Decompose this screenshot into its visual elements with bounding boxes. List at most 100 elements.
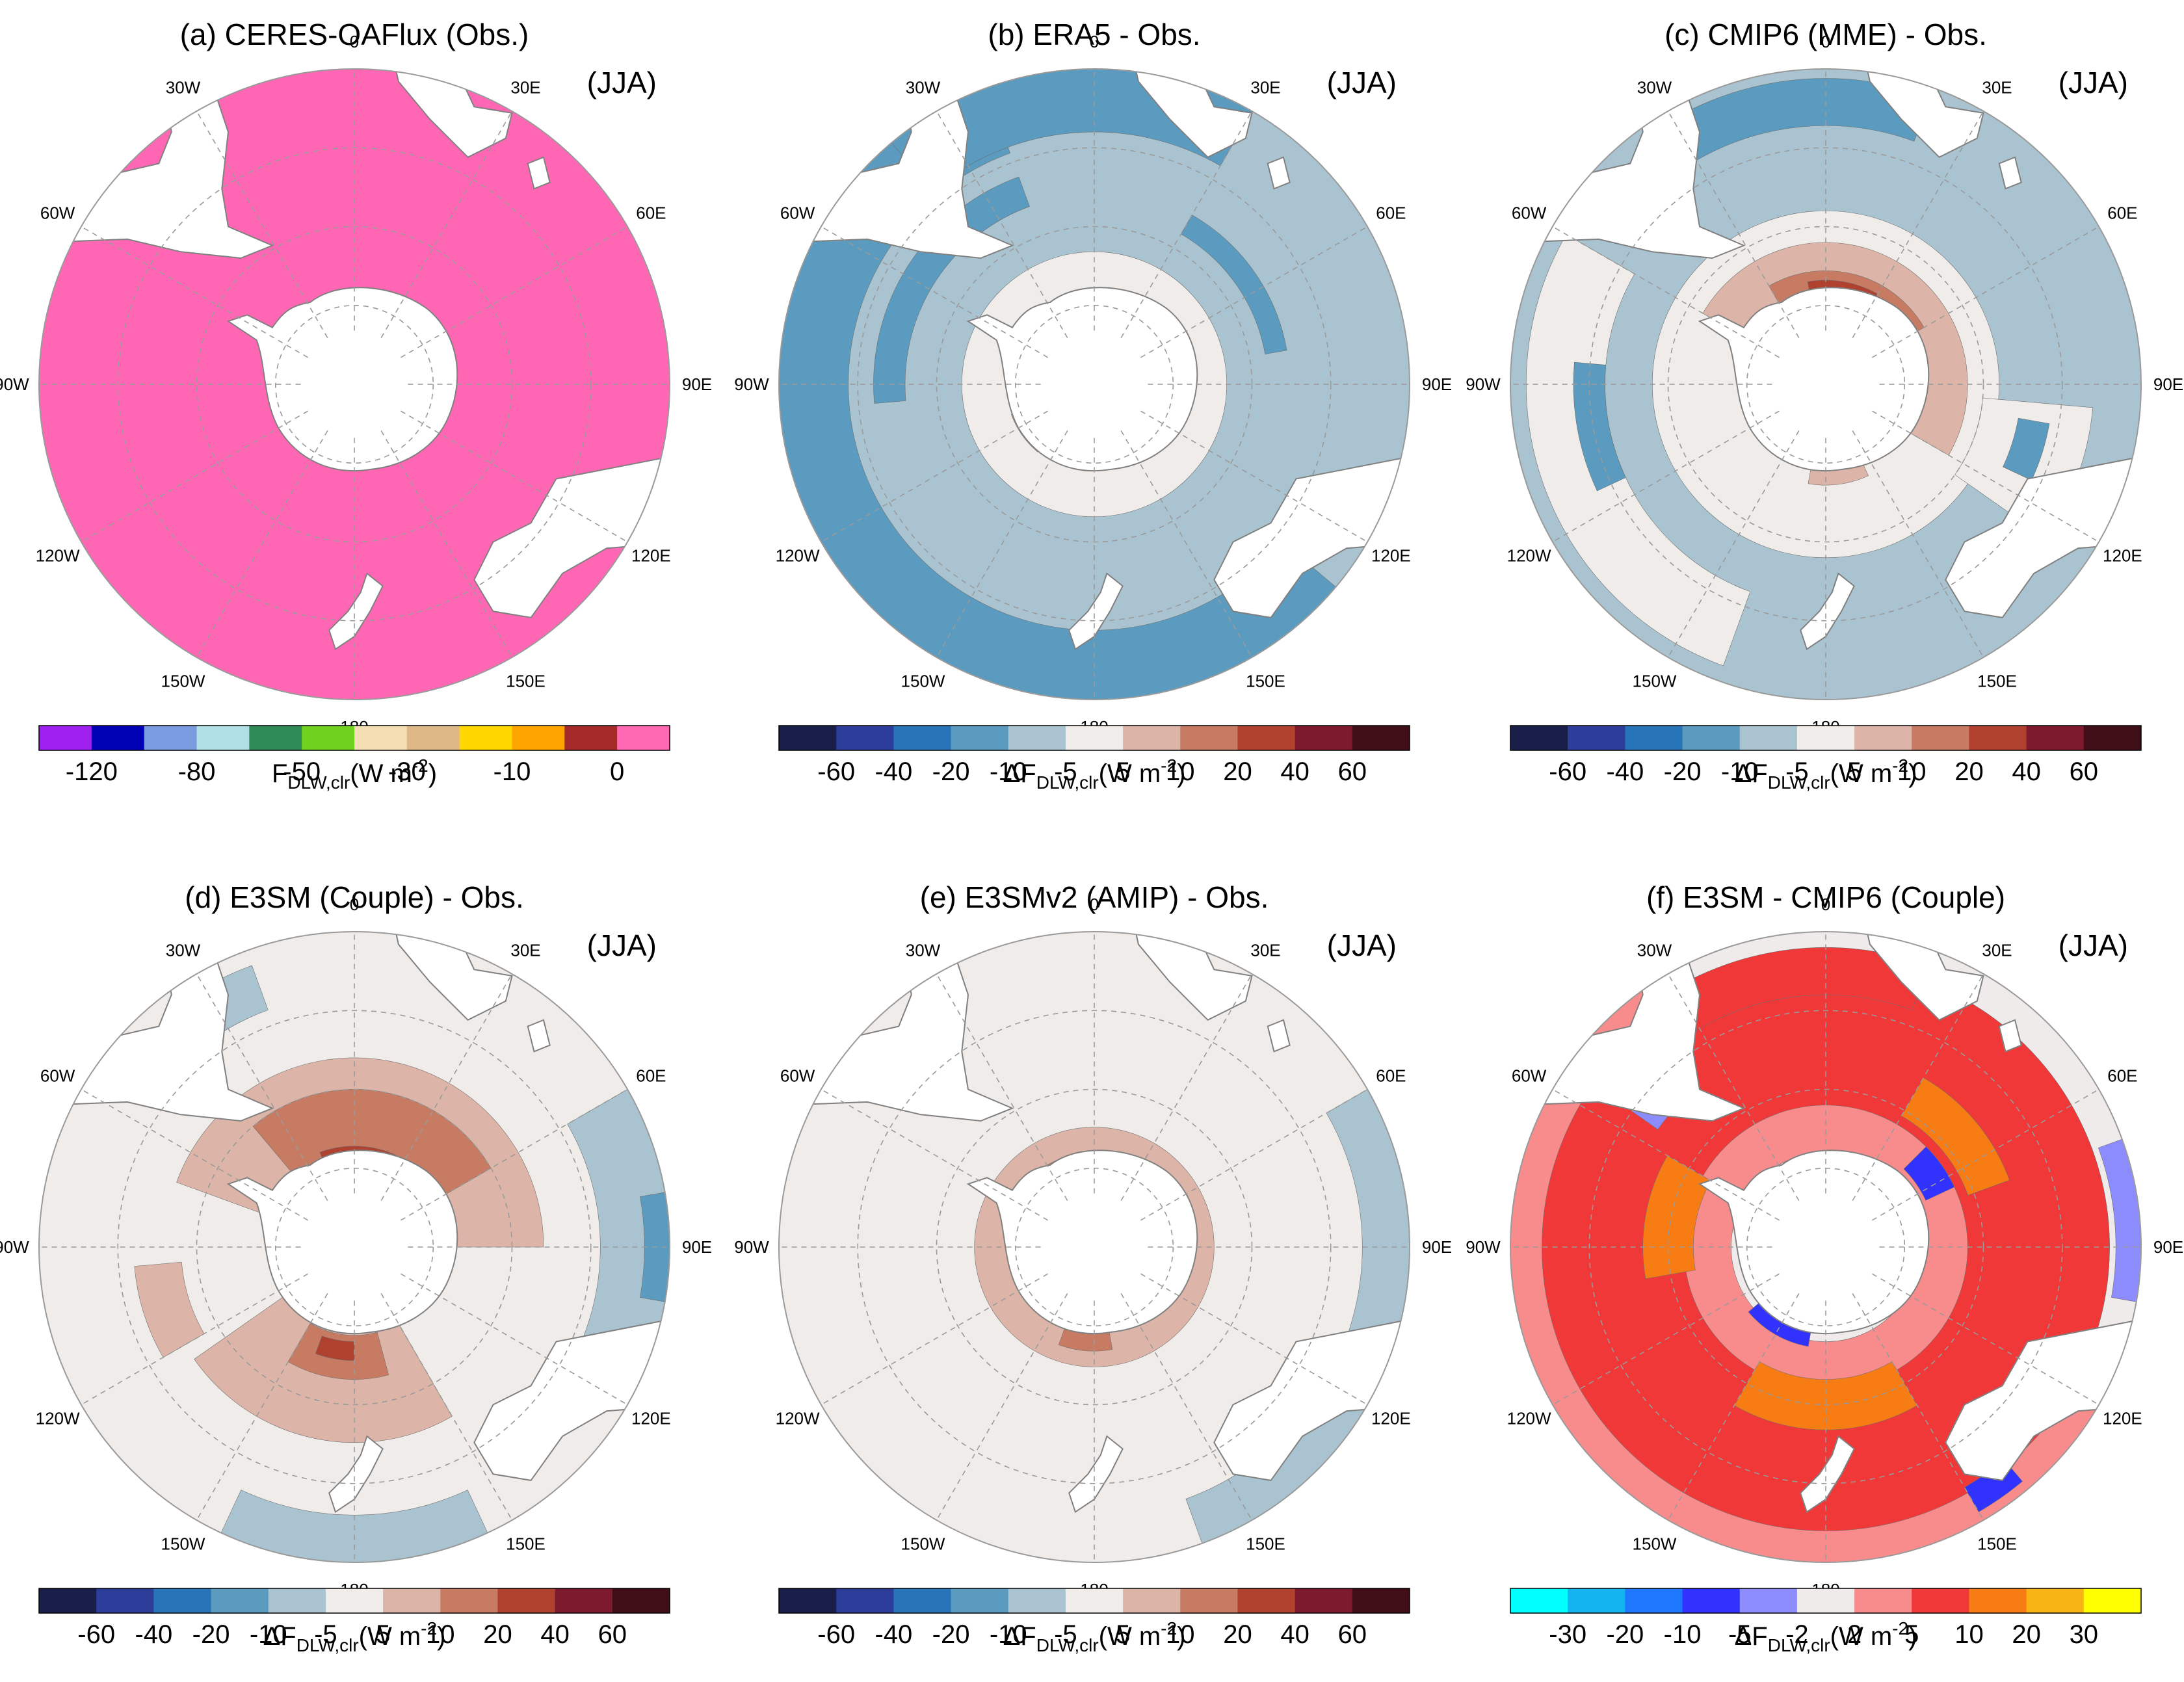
longitude-label: 150W <box>161 671 205 690</box>
meridian-line <box>1852 973 1984 1201</box>
longitude-label: 30W <box>166 78 201 98</box>
map-border <box>38 931 670 1563</box>
colorbar: -60 -40 -20 -10 -5 5 10 20 40 60 ΔFDLW,clr(W m-2) <box>1510 725 2142 793</box>
longitude-label: 60E <box>636 204 666 223</box>
longitude-label: 120W <box>776 546 820 566</box>
meridian-line <box>936 973 1068 1201</box>
colorbar-swatch <box>406 726 460 750</box>
longitude-label: 90W <box>734 1237 769 1257</box>
colorbar-label: ΔFDLW,clr(W m-2) <box>1003 1618 1186 1655</box>
map-panel-c: (c) CMIP6 (MME) - Obs. (JJA) 0 30E 60E 90E 120… <box>1466 18 2183 793</box>
colorbar-tick-label: -5 <box>1728 1620 1752 1649</box>
colorbar-tick-label: -10 <box>250 1620 287 1649</box>
meridian-line <box>821 410 1048 543</box>
panel-title: (d) E3SM (Couple) - Obs. <box>185 880 523 914</box>
latitude-circle <box>1746 1167 1906 1327</box>
meridian-line <box>1140 410 1368 543</box>
colorbar-frame <box>38 1588 670 1614</box>
longitude-label: 150E <box>506 1534 546 1553</box>
colorbar-swatch <box>1065 726 1124 750</box>
colorbar-label: ΔFDLW,clr(W m-2) <box>1735 1618 1917 1655</box>
colorbar-tick-label: -5 <box>1054 757 1077 786</box>
longitude-label: 90E <box>1422 1237 1452 1257</box>
land-masses <box>1510 932 2141 1513</box>
longitude-label: 30W <box>906 78 941 98</box>
season-label: (JJA) <box>587 66 657 99</box>
antarctica-land <box>966 1150 1198 1335</box>
continent-land <box>328 1435 384 1513</box>
longitude-label: 90E <box>2153 1237 2183 1257</box>
colorbar-tick-label: -2 <box>1785 1620 1809 1649</box>
meridian-line <box>380 1293 513 1521</box>
colorbar-swatch <box>612 1588 670 1613</box>
meridian-line <box>1120 1293 1253 1521</box>
colorbar-swatch <box>497 1588 556 1613</box>
longitude-label: 120E <box>2103 546 2142 566</box>
colorbar-tick-label: 40 <box>1280 757 1309 786</box>
longitude-label: 30E <box>510 941 540 960</box>
meridian-line <box>1552 410 1780 543</box>
colorbar-tick-label: 20 <box>1223 757 1252 786</box>
colorbar-swatch <box>1969 1588 2027 1613</box>
colorbar-swatch <box>144 726 197 750</box>
graticule <box>779 932 1410 1562</box>
colorbar-swatch <box>617 726 670 750</box>
colorbar-tick-label: 60 <box>598 1620 627 1649</box>
colorbar-swatch <box>1352 1588 1410 1613</box>
colorbar-swatch <box>96 1588 154 1613</box>
latitude-circle <box>1014 1167 1174 1327</box>
map-field <box>39 69 670 700</box>
season-label: (JJA) <box>1327 928 1397 962</box>
colorbar: -120 -80 -50 -30 -10 0 FDLW,clr(W m-2) <box>38 725 670 793</box>
meridian-line <box>1667 1293 1800 1521</box>
colorbar-swatch <box>211 1588 269 1613</box>
map-panel-d: (d) E3SM (Couple) - Obs. (JJA) 0 30E 60E 90E 1… <box>0 880 712 1655</box>
meridian-line <box>196 1293 328 1521</box>
colorbar-swatch <box>2026 1588 2085 1613</box>
colorbar-tick-label: 40 <box>1280 1620 1309 1649</box>
colorbar-tick-label: -20 <box>1606 1620 1644 1649</box>
meridian-line <box>1852 430 1984 658</box>
colorbar-tick-label: -120 <box>66 757 118 786</box>
meridian-line <box>81 1273 308 1406</box>
map-panel-b: (b) ERA5 - Obs.(JJA)030E60E90E120E150E18… <box>734 18 1452 793</box>
antarctica-land <box>226 1150 458 1335</box>
colorbar-frame <box>1510 725 2142 751</box>
colorbar-tick-label: -60 <box>1549 757 1586 786</box>
longitude-label: 90E <box>1422 375 1452 394</box>
colorbar-label: ΔFDLW,clr(W m-2) <box>263 1618 446 1655</box>
latitude-circle <box>274 1167 434 1327</box>
colorbar-swatch <box>1180 726 1238 750</box>
colorbar-tick-label: -20 <box>932 757 970 786</box>
longitude-label: 30W <box>1637 78 1672 98</box>
latitude-circle <box>1014 304 1174 464</box>
latitude-circle <box>857 1010 1332 1484</box>
continent-land <box>328 572 384 650</box>
longitude-label: 120E <box>631 546 671 566</box>
longitude-label: 30E <box>510 78 540 98</box>
longitude-label: 150E <box>1246 671 1285 690</box>
colorbar-tick-label: 30 <box>2070 1620 2099 1649</box>
map-border <box>1510 931 2142 1563</box>
longitude-label: 150W <box>1633 671 1677 690</box>
meridian-line <box>1872 1088 2099 1221</box>
colorbar-tick-label: -5 <box>1054 1620 1077 1649</box>
longitude-label: 60W <box>1512 204 1547 223</box>
latitude-circle <box>117 147 592 622</box>
colorbar-swatch <box>1008 1588 1066 1613</box>
colorbar-tick-label: -60 <box>817 757 855 786</box>
meridian-line <box>380 430 513 658</box>
colorbar-label: FDLW,clr(W m-2) <box>272 756 437 793</box>
meridian-line <box>196 111 328 338</box>
colorbar-swatch <box>1295 726 1353 750</box>
colorbar-swatch <box>1969 726 2027 750</box>
latitude-circle <box>1588 1010 2063 1484</box>
meridian-line <box>380 111 513 338</box>
colorbar-swatch <box>1352 726 1410 750</box>
meridian-line <box>81 1088 308 1221</box>
longitude-label: 30W <box>906 941 941 960</box>
colorbar-swatch <box>836 726 894 750</box>
latitude-circle <box>196 226 513 543</box>
colorbar-tick-label: 10 <box>426 1620 455 1649</box>
colorbar-swatch <box>383 1588 441 1613</box>
